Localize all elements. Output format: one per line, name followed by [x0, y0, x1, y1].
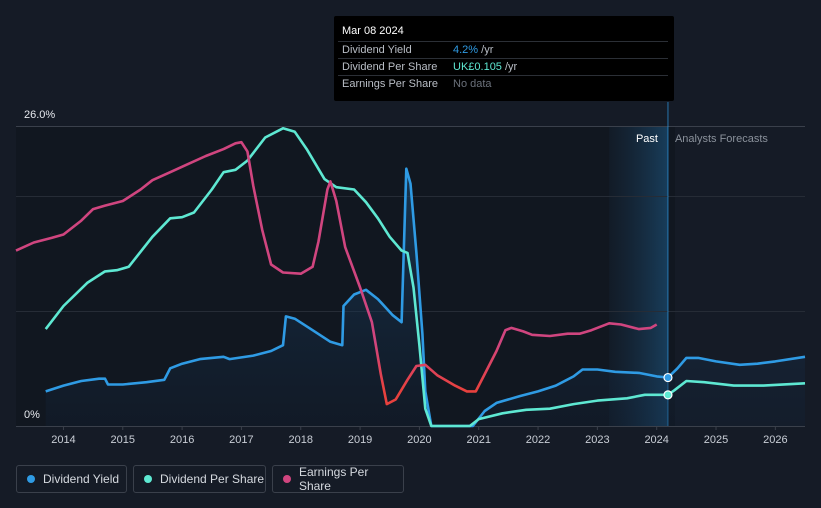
tooltip-row-dividend-yield: Dividend Yield 4.2% /yr [338, 41, 668, 59]
legend-label: Earnings Per Share [298, 465, 369, 493]
y-axis-top-label: 26.0% [24, 109, 55, 121]
dividend-yield-area [45, 168, 805, 426]
tooltip-row-earnings-per-share: Earnings Per Share No data [338, 75, 668, 93]
x-axis-ticks: 2014 2015 2016 2017 2018 2019 2020 2021 2022 2023… [51, 426, 788, 446]
tooltip-value: No data [453, 78, 492, 90]
dividend-per-share-line[interactable] [44, 127, 806, 428]
x-tick-label: 2022 [526, 434, 550, 446]
tooltip-label: Earnings Per Share [342, 78, 438, 90]
x-tick-label: 2026 [763, 434, 787, 446]
past-label: Past [636, 133, 658, 145]
x-tick-label: 2015 [111, 434, 135, 446]
tooltip-row-dividend-per-share: Dividend Per Share UK£0.105 /yr [338, 58, 668, 76]
legend-dividend-per-share[interactable]: Dividend Per Share [133, 465, 266, 493]
dividend-yield-marker[interactable] [663, 372, 673, 383]
tooltip-label: Dividend Per Share [342, 61, 438, 73]
earnings-per-share-line[interactable] [15, 140, 658, 406]
x-tick-label: 2019 [348, 434, 372, 446]
forecast-label: Analysts Forecasts [675, 133, 768, 145]
x-tick-label: 2023 [585, 434, 609, 446]
x-tick-label: 2018 [289, 434, 313, 446]
legend-label: Dividend Yield [43, 472, 120, 486]
x-tick-label: 2025 [704, 434, 728, 446]
x-tick-label: 2024 [644, 434, 668, 446]
legend-dot-icon [144, 475, 152, 483]
x-tick-label: 2016 [170, 434, 194, 446]
tooltip-date: Mar 08 2024 [342, 25, 404, 37]
dividend-yield-line[interactable] [45, 167, 806, 428]
tooltip-value: UK£0.105 /yr [453, 61, 518, 73]
x-tick-label: 2014 [51, 434, 75, 446]
dividend-per-share-marker[interactable] [663, 390, 673, 400]
tooltip: Mar 08 2024 Dividend Yield 4.2% /yr Divi… [334, 16, 674, 101]
legend-dividend-yield[interactable]: Dividend Yield [16, 465, 127, 493]
tooltip-label: Dividend Yield [342, 44, 412, 56]
legend-earnings-per-share[interactable]: Earnings Per Share [272, 465, 404, 493]
legend-dot-icon [27, 475, 35, 483]
legend-dot-icon [283, 475, 291, 483]
x-tick-label: 2017 [229, 434, 253, 446]
x-tick-label: 2020 [407, 434, 431, 446]
x-tick-label: 2021 [466, 434, 490, 446]
tooltip-value: 4.2% /yr [453, 44, 494, 56]
y-axis-bottom-label: 0% [24, 409, 40, 421]
legend-label: Dividend Per Share [160, 472, 265, 486]
